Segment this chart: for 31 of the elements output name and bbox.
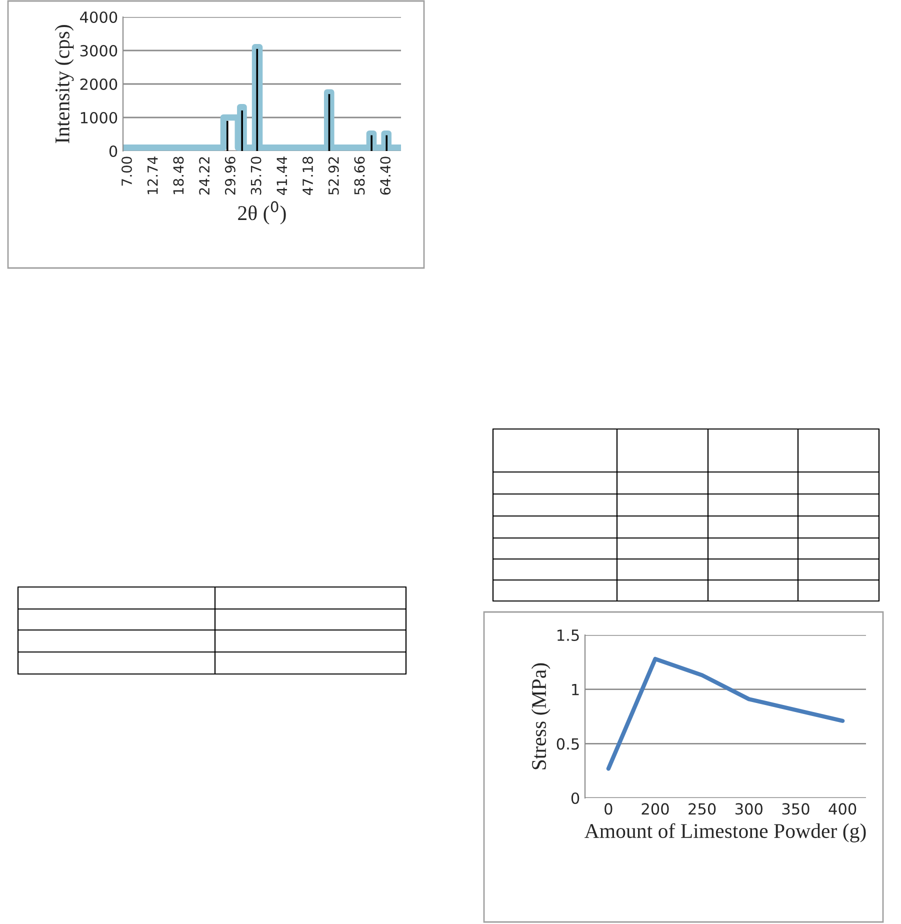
x-tick-label: 41.44 bbox=[276, 156, 287, 195]
y-tick-label: 4000 bbox=[80, 11, 118, 24]
y-tick-label: 0 bbox=[109, 145, 118, 158]
x-tick-label: 29.96 bbox=[224, 156, 236, 195]
y-tick-label: 1.5 bbox=[558, 630, 579, 642]
y-tick-label: 3000 bbox=[80, 44, 118, 57]
x-axis-title: 2θ ($^{0}$) bbox=[238, 201, 286, 224]
y-tick-label: 0 bbox=[571, 792, 580, 804]
x-tick-label: 35.70 bbox=[250, 156, 262, 195]
x-axis-title: Amount of Limestone Powder (g) bbox=[584, 823, 866, 842]
x-tick-label: 58.66 bbox=[354, 156, 365, 195]
x-tick-label: 250 bbox=[688, 803, 716, 815]
x-tick-label: 350 bbox=[782, 803, 810, 815]
x-tick-label: 52.92 bbox=[328, 157, 339, 195]
x-tick-label: 0 bbox=[604, 803, 612, 815]
y-axis-title: Stress (MPa) bbox=[531, 663, 550, 770]
y-tick-label: 1000 bbox=[80, 112, 118, 124]
x-tick-label: 200 bbox=[642, 803, 669, 815]
x-tick-label: 12.74 bbox=[147, 156, 158, 194]
x-tick-label: 18.48 bbox=[173, 156, 184, 194]
line-series bbox=[606, 656, 845, 771]
x-tick-label: 300 bbox=[736, 803, 762, 815]
x-tick-label: 64.40 bbox=[380, 156, 391, 195]
y-tick-label: 1 bbox=[572, 684, 579, 696]
y-tick-label: 0.5 bbox=[556, 738, 579, 750]
y-tick-label: 2000 bbox=[80, 78, 118, 90]
x-tick-label: 24.22 bbox=[199, 157, 210, 195]
x-tick-label: 400 bbox=[828, 803, 856, 815]
y-axis-title: Intensity (cps) bbox=[54, 25, 74, 144]
x-tick-label: 47.18 bbox=[302, 156, 314, 195]
x-tick-label: 7.00 bbox=[121, 156, 132, 186]
